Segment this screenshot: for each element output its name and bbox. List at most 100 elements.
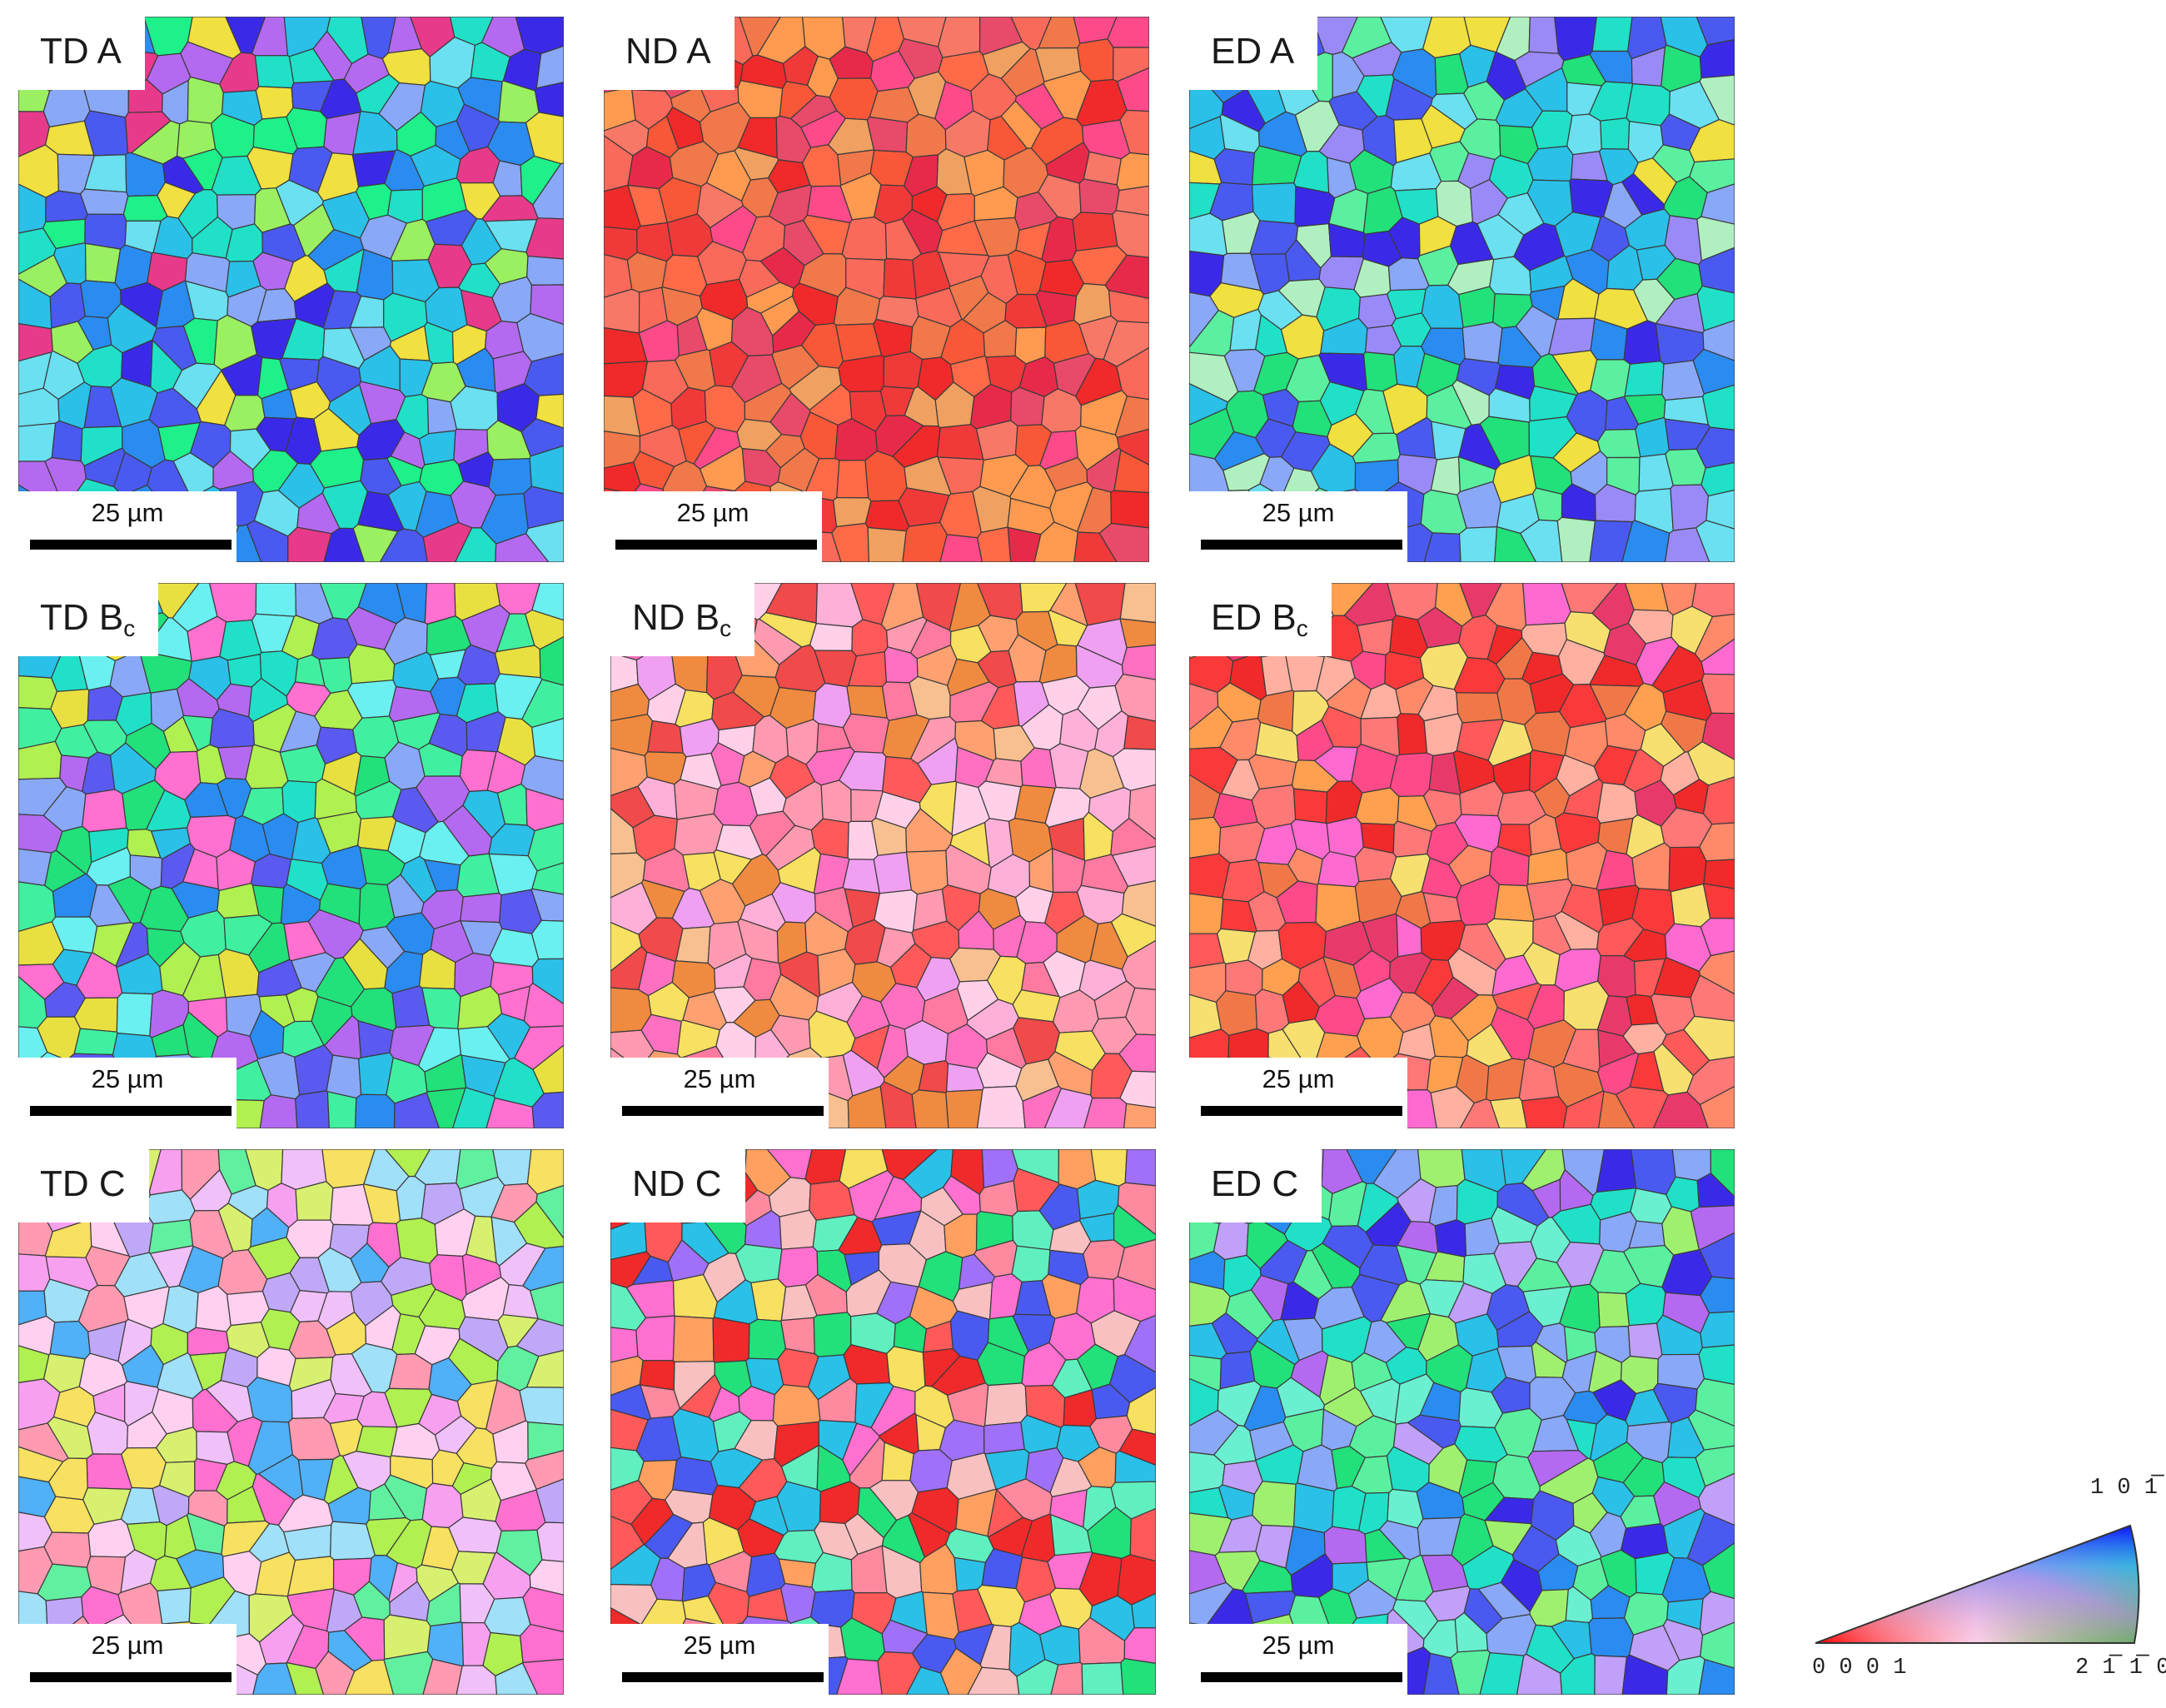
grain [1657,1353,1705,1390]
grain [976,1085,1026,1128]
grain [418,430,456,466]
grain [1695,1445,1735,1487]
grain [255,583,297,617]
grain [535,1478,564,1524]
grain [779,1209,817,1250]
panel-label: ED C [1211,1163,1299,1204]
grain [1626,82,1671,127]
ebsd-map-nd-bc: ND Bc 25 µm [610,583,1156,1128]
scale-bar-label: 25 µm [91,498,164,527]
grain [905,849,949,895]
ebsd-map-nd-c: ND C 25 µm [610,1149,1156,1695]
grain [116,992,154,1037]
grain [526,255,564,286]
grain [1117,1182,1156,1236]
ebsd-map-ed-a: ED A 25 µm [1189,17,1735,562]
grain-map [1189,17,1735,562]
grain [187,1327,230,1357]
grain [983,1382,1028,1427]
grain [909,1448,953,1493]
grain-map [1189,583,1735,1128]
grain [1627,1322,1663,1360]
grain [1123,1626,1156,1665]
grain [1119,583,1156,624]
grain [902,521,948,562]
grain [1098,522,1149,562]
grain [1354,846,1397,883]
grain [1700,1276,1735,1314]
scale-bar-box: 25 µm [610,1058,829,1128]
grain [1695,520,1735,562]
grain [396,1218,438,1264]
scale-bar [622,1672,824,1682]
grain-map [18,17,564,562]
grain [635,1315,675,1362]
grain [1458,525,1498,562]
grain [1600,117,1631,150]
grain [84,242,122,284]
grain [1528,17,1560,54]
grain [1699,38,1735,79]
scale-bar [622,1106,824,1116]
grain [520,1623,564,1664]
ipf-triangle-outline [1815,1524,2140,1644]
grain [1486,1058,1526,1102]
grain [79,188,129,216]
grain [1698,1658,1735,1695]
grain [1121,644,1156,680]
grain [1422,892,1462,924]
scale-bar [1201,540,1402,550]
grain-map [610,1149,1156,1695]
grain [1588,1617,1635,1658]
grain [1120,1658,1156,1695]
grain [1434,1219,1467,1257]
grain [1701,712,1735,761]
grain [157,1587,192,1625]
grain [1548,317,1596,356]
grain [1116,152,1149,192]
grain [838,355,885,393]
grain [1700,1311,1735,1349]
grain [529,1559,564,1596]
grain [750,1278,787,1322]
grain [1456,692,1503,724]
grain [534,82,564,117]
panel-label: ND C [632,1163,722,1204]
grain [911,1089,949,1128]
grain [1690,974,1735,1022]
grain [326,1091,357,1128]
grain [1292,788,1328,824]
panel-label-box: ND Bc [610,583,755,656]
grain [939,534,983,562]
ebsd-map-ed-bc: ED Bc 25 µm [1189,583,1735,1128]
grain [1215,990,1258,1036]
grain [18,422,57,462]
grain [1566,113,1602,156]
grain [49,1320,91,1360]
grain [1687,1409,1735,1451]
grain [866,116,909,153]
grain [1317,850,1360,888]
grain [1397,713,1428,755]
panel-label-box: TD A [18,17,145,90]
panel-label-box: ND C [610,1149,745,1222]
grain [604,288,640,334]
grain [748,1318,787,1360]
grain [1362,351,1398,392]
panel-label-box: ED C [1189,1149,1322,1222]
grain [1323,1526,1367,1565]
panel-label: TD C [40,1163,126,1204]
grain [488,458,533,496]
grain [1702,320,1735,361]
grain [604,226,638,261]
scale-bar-box: 25 µm [1189,1058,1407,1128]
grain [1620,1522,1669,1560]
grain [1700,918,1735,957]
panel-label: ND A [625,31,711,72]
scale-bar-box: 25 µm [18,1058,237,1128]
grain [1357,619,1394,656]
grain [532,162,564,220]
grain [521,1658,564,1695]
grain [1635,416,1670,458]
grain [531,958,564,1005]
